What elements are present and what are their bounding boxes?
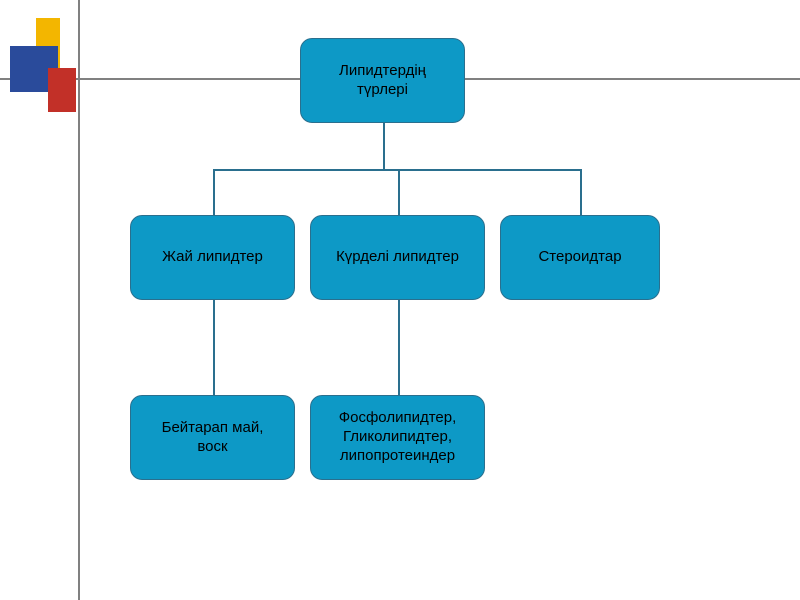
- tree-node-label: Фосфолипидтер,Гликолипидтер,липопротеинд…: [339, 409, 457, 465]
- tree-connector: [213, 300, 215, 348]
- tree-node-label: Жай липидтер: [162, 248, 263, 267]
- tree-connector: [213, 348, 215, 396]
- tree-node-root: Липидтердіңтүрлері: [300, 38, 465, 123]
- tree-connector: [398, 169, 400, 215]
- tree-connector: [383, 123, 385, 169]
- tree-node-b1: Бейтарап май,воск: [130, 395, 295, 480]
- tree-node-b2: Фосфолипидтер,Гликолипидтер,липопротеинд…: [310, 395, 485, 480]
- tree-node-label: Күрделі липидтер: [336, 248, 459, 267]
- tree-node-a1: Жай липидтер: [130, 215, 295, 300]
- tree-node-label: Стероидтар: [538, 248, 621, 267]
- tree-node-a2: Күрделі липидтер: [310, 215, 485, 300]
- tree-node-label: Бейтарап май,воск: [162, 419, 264, 457]
- tree-connector: [580, 169, 582, 215]
- lipid-types-tree: Липидтердіңтүрлері Жай липидтер Күрделі ли…: [0, 0, 800, 600]
- tree-connector: [398, 300, 400, 348]
- tree-connector: [213, 169, 215, 215]
- tree-node-a3: Стероидтар: [500, 215, 660, 300]
- tree-node-label: Липидтердіңтүрлері: [339, 62, 426, 100]
- tree-connector: [398, 348, 400, 396]
